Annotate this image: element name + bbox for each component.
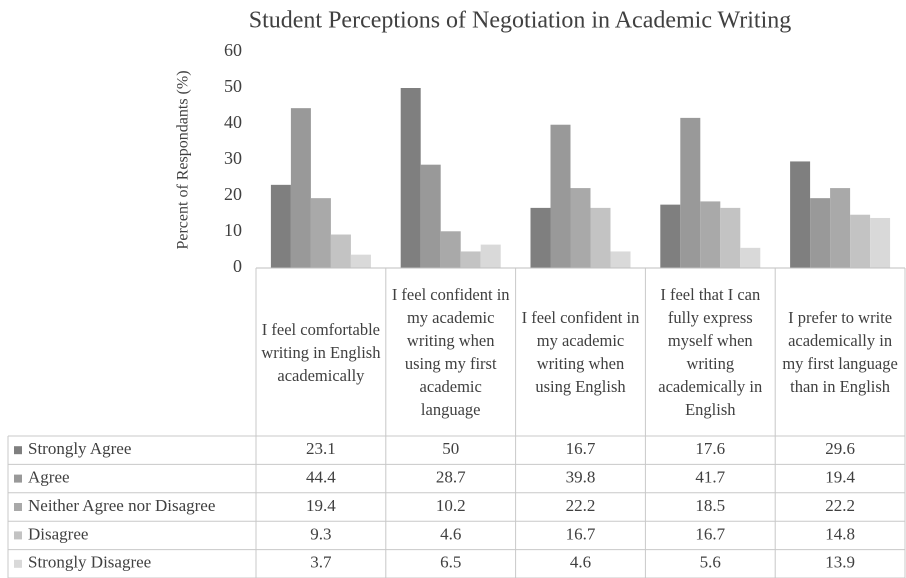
- x-tick-label: I feel confident in my academic writing …: [521, 308, 640, 396]
- data-label: 44.4: [306, 468, 336, 487]
- bar: [270, 184, 291, 268]
- legend-key: [14, 559, 22, 568]
- data-label: 22.2: [825, 496, 855, 515]
- bar: [460, 251, 481, 268]
- bar: [590, 207, 611, 268]
- legend-label: Agree: [28, 468, 70, 487]
- bar: [330, 234, 351, 268]
- bar: [830, 188, 851, 268]
- category-cell: I feel that I can fully express myself w…: [658, 285, 763, 419]
- y-tick-label: 30: [224, 148, 242, 168]
- bar: [350, 254, 371, 268]
- y-tick-label: 0: [233, 256, 242, 276]
- data-label: 39.8: [566, 468, 596, 487]
- legend-label: Disagree: [28, 524, 88, 543]
- bar: [850, 214, 871, 268]
- bar: [700, 201, 721, 268]
- bar: [420, 164, 441, 268]
- bar: [550, 124, 571, 268]
- data-label: 50: [442, 439, 459, 458]
- data-label: 28.7: [436, 468, 466, 487]
- bar: [480, 244, 501, 268]
- legend-key: [14, 531, 22, 540]
- bar: [440, 231, 461, 268]
- data-label: 16.7: [695, 524, 725, 543]
- data-label: 22.2: [566, 496, 596, 515]
- y-axis-label: Percent of Respondants (%): [175, 70, 192, 249]
- chart-title: Student Perceptions of Negotiation in Ac…: [249, 8, 791, 34]
- bar: [720, 207, 741, 268]
- y-tick-label: 40: [224, 112, 242, 132]
- x-tick-label: I feel comfortable writing in English ac…: [261, 319, 381, 385]
- data-label: 6.5: [440, 553, 461, 572]
- x-tick-label: I prefer to write academically in my fir…: [782, 308, 898, 396]
- bar: [870, 217, 891, 268]
- data-label: 4.6: [440, 524, 461, 543]
- bar: [290, 108, 311, 268]
- bar: [790, 161, 811, 268]
- data-label: 4.6: [570, 553, 591, 572]
- bar: [810, 198, 831, 268]
- bar: [570, 188, 591, 268]
- bar: [310, 198, 331, 268]
- legend-label: Strongly Disagree: [28, 553, 151, 572]
- data-label: 5.6: [700, 553, 721, 572]
- data-label: 9.3: [310, 524, 331, 543]
- data-label: 3.7: [310, 553, 332, 572]
- bar: [400, 88, 421, 268]
- legend-label: Neither Agree nor Disagree: [28, 496, 215, 515]
- category-cell: I prefer to write academically in my fir…: [782, 308, 898, 396]
- category-cell: I feel comfortable writing in English ac…: [261, 319, 381, 385]
- data-label: 16.7: [566, 439, 596, 458]
- legend-label: Strongly Agree: [28, 439, 131, 458]
- category-cell: I feel confident in my academic writing …: [521, 308, 640, 396]
- legend-key: [14, 446, 22, 455]
- bar: [740, 247, 761, 268]
- legend-key: [14, 474, 22, 483]
- category-cell: I feel confident in my academic writing …: [391, 285, 510, 419]
- data-label: 13.9: [825, 553, 855, 572]
- y-tick-label: 50: [224, 76, 242, 96]
- y-tick-label: 20: [224, 184, 242, 204]
- x-tick-label: I feel that I can fully express myself w…: [658, 285, 763, 419]
- y-tick-label: 10: [224, 220, 242, 240]
- bar: [610, 251, 631, 268]
- data-label: 19.4: [306, 496, 336, 515]
- data-label: 41.7: [695, 468, 725, 487]
- data-label: 19.4: [825, 468, 855, 487]
- data-label: 17.6: [695, 439, 725, 458]
- data-label: 10.2: [436, 496, 466, 515]
- data-label: 18.5: [695, 496, 725, 515]
- bar: [530, 207, 551, 268]
- data-label: 14.8: [825, 524, 855, 543]
- data-label: 16.7: [566, 524, 596, 543]
- data-label: 29.6: [825, 439, 855, 458]
- y-tick-label: 60: [224, 40, 242, 60]
- legend-key: [14, 503, 22, 511]
- data-label: 23.1: [306, 439, 336, 458]
- bar: [680, 117, 701, 268]
- x-tick-label: I feel confident in my academic writing …: [391, 285, 510, 419]
- bar: [660, 204, 681, 268]
